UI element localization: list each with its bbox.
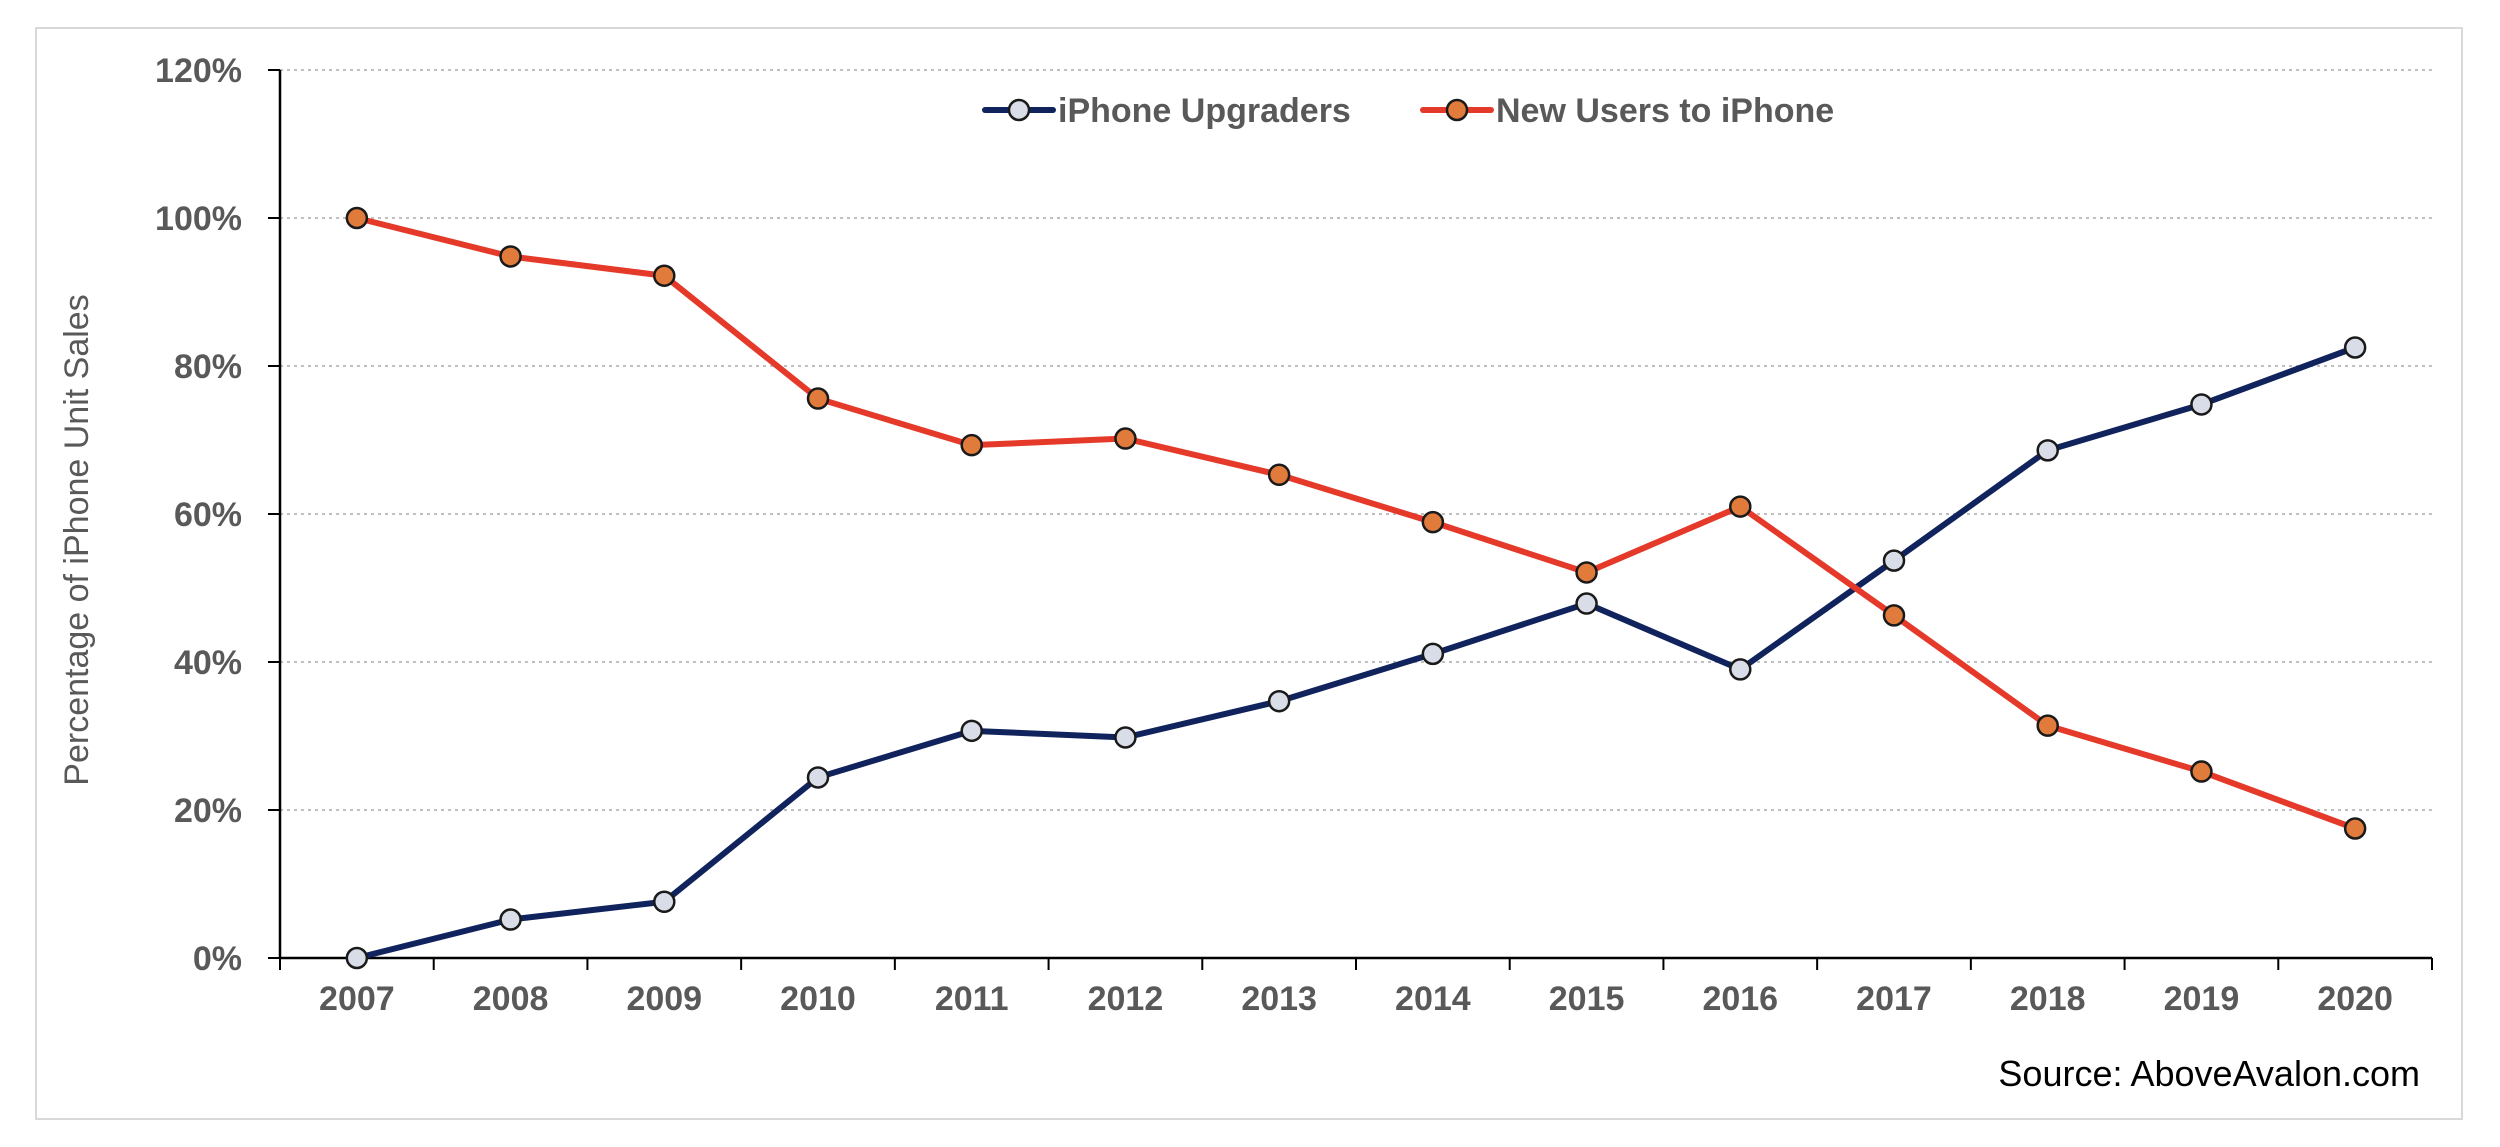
x-tick-label: 2016 [1702, 980, 1778, 1018]
y-axis-label: Percentage of iPhone Unit Sales [58, 294, 96, 785]
data-point [2036, 439, 2059, 462]
data-point [2190, 760, 2213, 783]
data-point [345, 946, 369, 970]
legend-item: New Users to iPhone [1420, 92, 1834, 130]
x-tick-label: 2019 [2164, 980, 2240, 1018]
x-tick-label: 2012 [1088, 980, 1164, 1018]
data-point [653, 264, 676, 287]
y-tick-label: 0% [193, 940, 242, 978]
x-tick-label: 2014 [1395, 980, 1471, 1018]
x-tick-label: 2017 [1856, 980, 1932, 1018]
y-tick-label: 120% [155, 52, 242, 90]
data-point [960, 433, 983, 457]
y-tick-label: 20% [174, 792, 242, 830]
x-tick-label: 2020 [2317, 980, 2393, 1018]
series-layer [345, 206, 2367, 970]
data-point [2343, 817, 2367, 840]
series-line [353, 344, 2359, 961]
data-point [499, 908, 522, 931]
y-tick-label: 100% [155, 200, 242, 238]
legend-item: iPhone Upgraders [982, 92, 1351, 130]
data-point [806, 387, 830, 410]
series-0 [345, 336, 2367, 970]
data-point [2036, 714, 2059, 737]
data-point [499, 245, 522, 268]
data-point [960, 719, 983, 743]
data-point [345, 206, 369, 230]
series-line [353, 215, 2359, 832]
data-point [1882, 604, 1906, 627]
data-point [1575, 561, 1598, 584]
data-point [1267, 689, 1291, 713]
x-tick-label: 2013 [1241, 980, 1317, 1018]
data-point [1882, 549, 1906, 572]
x-tick-label: 2011 [935, 980, 1009, 1018]
data-point [806, 766, 830, 789]
x-tick-label: 2018 [2010, 980, 2086, 1018]
x-tick-label: 2015 [1549, 980, 1625, 1018]
data-point [1729, 658, 1752, 681]
data-point [1114, 726, 1137, 749]
legend-marker [1445, 98, 1469, 122]
data-point [2190, 393, 2213, 416]
x-tick-label: 2007 [319, 980, 395, 1018]
data-point [1421, 642, 1445, 666]
x-tick-label: 2010 [780, 980, 856, 1018]
y-tick-labels: 0% 20% 40% 60% 80% 100% 120% [155, 52, 242, 978]
axes [268, 69, 2433, 970]
legend-label: New Users to iPhone [1496, 92, 1834, 130]
data-point [653, 890, 676, 914]
data-point [1267, 463, 1291, 487]
legend: iPhone Upgraders New Users to iPhone [982, 92, 1834, 130]
x-tick-label: 2009 [626, 980, 702, 1018]
data-point [1575, 592, 1598, 615]
x-tick-labels: 2007 2008 2009 2010 2011 2012 2013 2014 2015 2016… [319, 980, 2393, 1018]
data-point [1114, 427, 1137, 450]
y-tick-label: 60% [174, 496, 242, 534]
source-note: Source: AboveAvalon.com [1998, 1053, 2420, 1094]
y-tick-label: 40% [174, 644, 242, 682]
gridlines [280, 69, 2432, 811]
legend-marker [1007, 98, 1031, 122]
legend-label: iPhone Upgraders [1058, 92, 1351, 130]
data-point [1421, 510, 1445, 534]
data-point [2343, 336, 2367, 359]
series-1 [345, 206, 2367, 840]
y-tick-label: 80% [174, 348, 242, 386]
data-point [1729, 495, 1752, 518]
x-tick-label: 2008 [473, 980, 549, 1018]
